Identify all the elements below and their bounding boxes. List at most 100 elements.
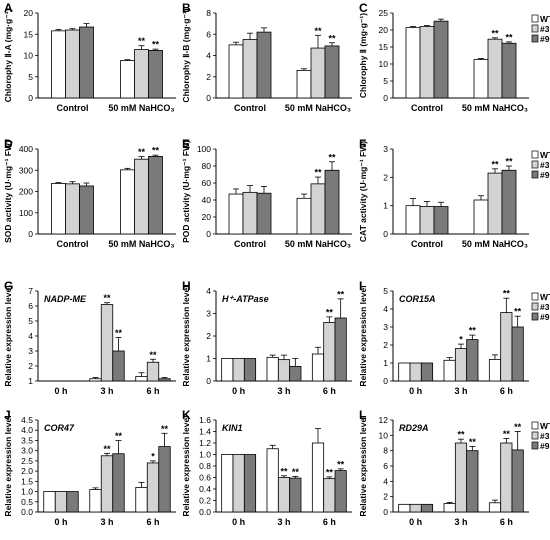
y-tick-label: 0.4 <box>199 484 211 494</box>
y-tick-label: 6 <box>28 301 33 311</box>
y-tick-label: 0.0 <box>199 507 211 517</box>
bar <box>405 205 421 235</box>
bar <box>120 169 135 235</box>
bar <box>242 39 258 99</box>
legend-label: WT <box>540 421 550 431</box>
x-tick-label: 3 h <box>277 517 290 527</box>
y-tick-label: 0 <box>383 507 388 517</box>
panel-k: K 0.00.2 0.40.6 0.81.0 1.21.4 1.6 Relative exp… <box>181 408 352 527</box>
legend: WT#3#9 <box>531 421 550 451</box>
bar <box>466 450 479 513</box>
bar <box>311 442 325 513</box>
legend-label: #9 <box>540 170 550 180</box>
y-tick-label: 100 <box>19 208 33 218</box>
bar <box>112 453 125 513</box>
x-tick-label: 3 h <box>100 386 113 396</box>
y-tick-label: 7 <box>28 286 33 296</box>
panel-a: A 0 5 10 15 20 Chlorophy Ⅱ-A (mg·g⁻¹) Control 50… <box>3 1 176 113</box>
bar <box>323 322 336 382</box>
y-axis-label: Relative expression level <box>3 285 13 386</box>
bar <box>89 489 102 513</box>
gene-label: COR15A <box>399 294 436 304</box>
legend-label: #3 <box>540 160 550 170</box>
bar <box>420 362 434 382</box>
y-tick-label: 1.2 <box>199 438 211 448</box>
x-tick-label: 0 h <box>409 517 422 527</box>
bar <box>419 26 435 99</box>
significance-label: ** <box>115 328 123 338</box>
y-tick-label: 0 <box>206 93 211 103</box>
bar <box>51 30 66 99</box>
significance-label: ** <box>503 429 511 439</box>
panel-letter: A <box>4 1 13 15</box>
bar <box>296 69 312 99</box>
y-tick-label: 2 <box>28 361 33 371</box>
x-tick-label: 6 h <box>500 386 513 396</box>
significance-label: ** <box>103 444 111 454</box>
y-tick-label: 0 <box>383 229 388 239</box>
x-tick-label: 0 h <box>232 386 245 396</box>
bar <box>43 491 56 513</box>
y-axis-label: Relative expression level <box>181 415 191 516</box>
panel-g: G 1 2 3 4 5 6 7 Relative expression level NADP-ME… <box>3 279 176 396</box>
bar <box>51 183 66 235</box>
bar <box>243 358 257 382</box>
y-tick-label: 2.5 <box>21 456 33 466</box>
y-tick-label: 60 <box>202 178 212 188</box>
panel-letter: J <box>4 408 11 422</box>
y-tick-label: 80 <box>202 161 212 171</box>
bar <box>134 158 149 235</box>
y-axis-label: Relative expression level <box>358 285 368 386</box>
gene-label: RD29A <box>399 423 429 433</box>
x-tick-label: 50 mM NaHCO₃ <box>285 103 351 113</box>
y-axis-label: Chlorophy Ⅱ-B (mg·g⁻¹) <box>181 8 191 102</box>
y-tick-label: 0 <box>383 93 388 103</box>
legend: WT#3#9 <box>531 150 550 180</box>
y-tick-label: 2 <box>383 340 388 350</box>
bar <box>243 454 257 513</box>
y-tick-label: 5 <box>383 76 388 86</box>
bar <box>500 442 513 513</box>
legend-swatch <box>531 160 539 169</box>
bar <box>256 31 272 99</box>
bar <box>409 362 422 382</box>
bar <box>266 356 279 382</box>
y-tick-label: 1.4 <box>199 427 211 437</box>
bar <box>289 365 302 382</box>
y-tick-label: 3 <box>383 144 388 154</box>
y-tick-label: 40 <box>202 195 212 205</box>
bar <box>433 206 449 235</box>
bar <box>311 353 325 382</box>
x-tick-label: Control <box>234 239 266 249</box>
x-tick-label: 50 mM NaHCO₃ <box>462 103 528 113</box>
y-axis-label: SOD activity (U·mg⁻¹ FW) <box>3 140 13 243</box>
legend-label: #9 <box>540 312 550 322</box>
bar <box>146 361 160 382</box>
bar <box>242 191 258 235</box>
y-tick-label: 5 <box>28 72 33 82</box>
gene-label: KIN1 <box>222 423 243 433</box>
significance-label: ** <box>152 40 160 50</box>
legend-label: #3 <box>540 24 550 34</box>
y-tick-label: 1 <box>206 354 211 364</box>
y-tick-label: 300 <box>19 165 33 175</box>
legend-swatch <box>531 292 539 301</box>
y-tick-label: 0.8 <box>199 461 211 471</box>
y-tick-label: 0 <box>383 376 388 386</box>
y-tick-label: 20 <box>379 25 389 35</box>
y-tick-label: 8 <box>206 8 211 18</box>
y-tick-label: 3.5 <box>21 435 33 445</box>
bar <box>134 49 149 99</box>
legend-label: WT <box>540 292 550 302</box>
y-axis-label: POD activity (U·mg⁻¹ FW) <box>181 140 191 243</box>
significance-label: ** <box>491 159 499 169</box>
panel-letter: D <box>4 137 13 151</box>
bar <box>221 454 234 513</box>
bar <box>146 462 160 513</box>
legend: WT#3#9 <box>531 14 550 44</box>
y-tick-label: 12 <box>379 415 389 425</box>
bar <box>323 478 336 513</box>
bar <box>100 455 114 513</box>
significance-label: ** <box>328 33 336 43</box>
y-tick-label: 6 <box>383 461 388 471</box>
